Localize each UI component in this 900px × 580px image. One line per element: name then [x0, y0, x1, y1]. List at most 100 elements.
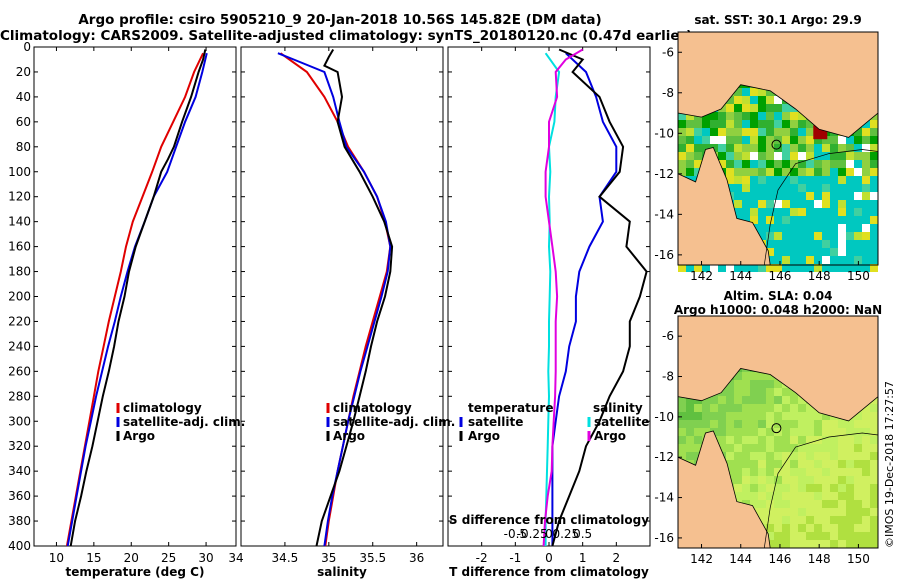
- x-tick-label: 30: [198, 551, 213, 565]
- map-cell: [830, 216, 838, 224]
- map-cell: [798, 524, 806, 532]
- map-cell: [758, 452, 766, 460]
- map-cell: [870, 256, 878, 264]
- map-cell: [814, 240, 822, 248]
- map-cell: [790, 444, 798, 452]
- map-cell: [798, 264, 806, 272]
- map-cell: [758, 492, 766, 500]
- map-cell: [822, 436, 830, 444]
- y-tick-label: -8: [662, 370, 674, 384]
- map-cell: [726, 380, 734, 388]
- map-cell: [718, 144, 726, 152]
- map-cell: [854, 500, 862, 508]
- map-cell: [758, 96, 766, 104]
- map-cell: [742, 372, 750, 380]
- x-tick-label: 25: [161, 551, 176, 565]
- map-cell: [766, 404, 774, 412]
- map-cell: [726, 136, 734, 144]
- map-cell: [862, 120, 870, 128]
- map-cell: [838, 240, 846, 248]
- map-cell: [710, 412, 718, 420]
- map-cell: [774, 476, 782, 484]
- x-tick-label: 0: [545, 551, 553, 565]
- map-cell: [846, 224, 854, 232]
- map-cell: [766, 516, 774, 524]
- map-cell: [766, 460, 774, 468]
- map-cell: [702, 404, 710, 412]
- map-cell: [734, 468, 742, 476]
- map-cell: [694, 452, 702, 460]
- map-cell: [870, 484, 878, 492]
- map-cell: [766, 208, 774, 216]
- map-cell: [814, 452, 822, 460]
- map-cell: [806, 152, 814, 160]
- map-cell: [814, 224, 822, 232]
- map-cell: [734, 136, 742, 144]
- map-cell: [742, 460, 750, 468]
- map-cell: [838, 256, 846, 264]
- y-tick-label: 320: [8, 439, 31, 453]
- map-cell: [742, 396, 750, 404]
- map-cell: [742, 200, 750, 208]
- map-cell: [694, 428, 702, 436]
- map-cell: [822, 524, 830, 532]
- map-cell: [734, 264, 742, 272]
- map-cell: [798, 508, 806, 516]
- map-cell: [734, 184, 742, 192]
- map-cell: [806, 160, 814, 168]
- x-tick-label: 142: [690, 269, 713, 283]
- map-cell: [862, 232, 870, 240]
- map-cell: [710, 136, 718, 144]
- map-cell: [718, 160, 726, 168]
- map-cell: [766, 168, 774, 176]
- map-cell: [774, 524, 782, 532]
- map-cell: [766, 256, 774, 264]
- map-cell: [742, 88, 750, 96]
- map-cell: [774, 508, 782, 516]
- map-cell: [750, 176, 758, 184]
- map-cell: [734, 104, 742, 112]
- map-cell: [742, 160, 750, 168]
- map-cell: [766, 248, 774, 256]
- map-cell: [798, 232, 806, 240]
- y-tick-label: 20: [16, 65, 31, 79]
- map-cell: [822, 492, 830, 500]
- y-tick-label: 200: [8, 290, 31, 304]
- map-cell: [862, 144, 870, 152]
- map-cell: [862, 240, 870, 248]
- map-cell: [750, 200, 758, 208]
- map-cell: [678, 436, 686, 444]
- map-cell: [806, 452, 814, 460]
- map-cell: [814, 168, 822, 176]
- map-cell: [694, 420, 702, 428]
- map-cell: [838, 248, 846, 256]
- map-cell: [790, 216, 798, 224]
- map-cell: [798, 120, 806, 128]
- map-cell: [870, 176, 878, 184]
- map-cell: [686, 112, 694, 120]
- map-cell: [790, 200, 798, 208]
- map-cell: [870, 452, 878, 460]
- map-cell: [822, 264, 830, 272]
- map-cell: [854, 428, 862, 436]
- map-cell: [870, 404, 878, 412]
- map-cell: [718, 136, 726, 144]
- map-cell: [790, 452, 798, 460]
- map-cell: [766, 144, 774, 152]
- map-cell: [774, 540, 782, 548]
- map-cell: [774, 232, 782, 240]
- map-cell: [854, 160, 862, 168]
- map-cell: [822, 476, 830, 484]
- map-cell: [694, 152, 702, 160]
- map-cell: [854, 248, 862, 256]
- map-cell: [814, 476, 822, 484]
- map-cell: [718, 152, 726, 160]
- map-cell: [798, 216, 806, 224]
- map-cell: [854, 460, 862, 468]
- map-cell: [750, 492, 758, 500]
- map-cell: [750, 208, 758, 216]
- map-cell: [806, 136, 814, 144]
- map-cell: [774, 248, 782, 256]
- map-cell: [774, 500, 782, 508]
- map-cell: [854, 516, 862, 524]
